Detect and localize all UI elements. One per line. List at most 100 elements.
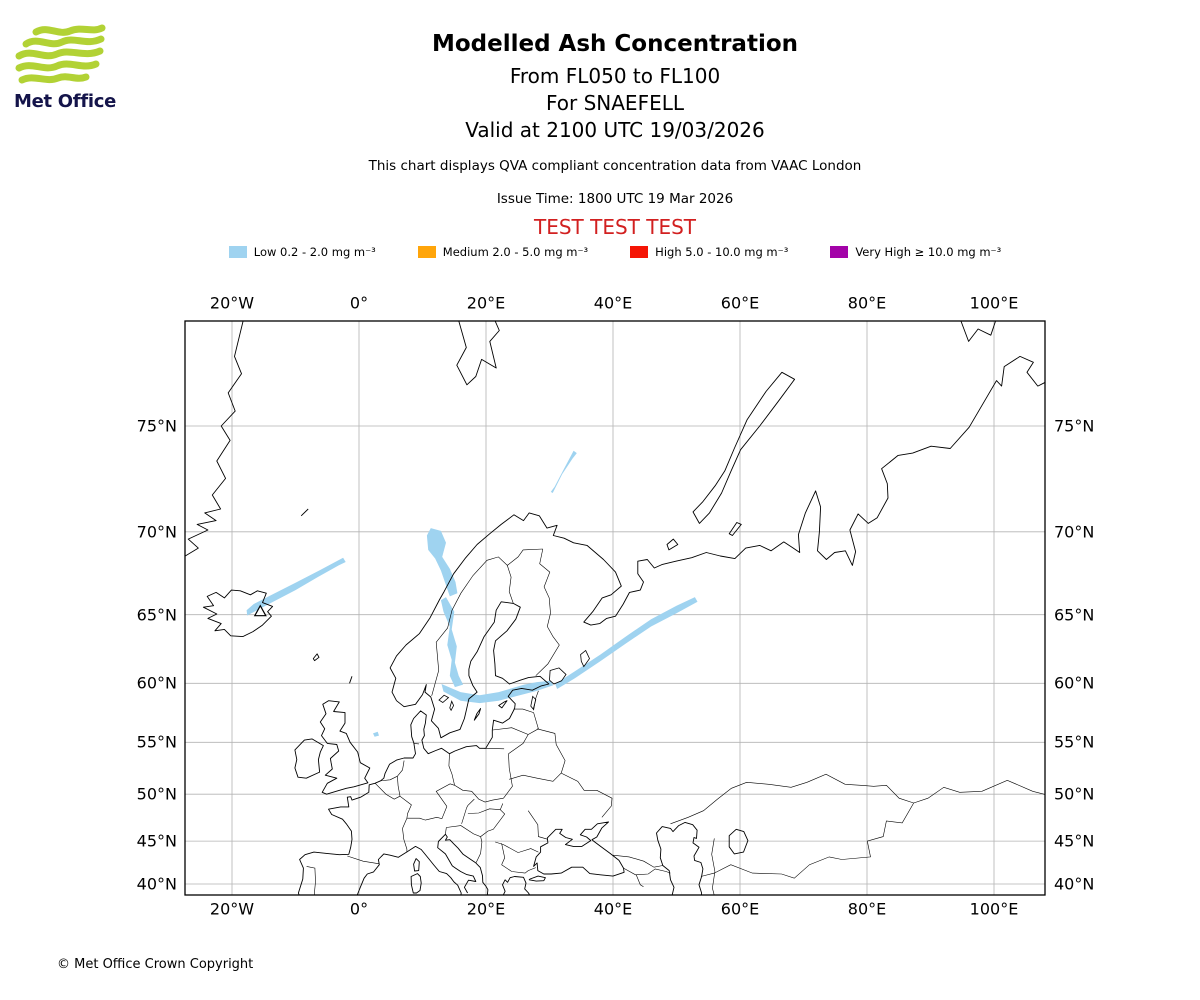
country-border [670, 773, 914, 825]
country-border [435, 783, 455, 807]
country-border [612, 854, 663, 868]
lat-label-right-7: 40°N [1054, 874, 1095, 894]
coastline [294, 738, 324, 779]
country-border [623, 867, 671, 876]
country-border [374, 783, 401, 800]
met-office-logo: Met Office [14, 24, 134, 112]
lon-label-bottom-2: 20°E [466, 899, 506, 919]
country-border [475, 836, 483, 863]
country-border [700, 802, 914, 879]
lat-label-left-6: 45°N [136, 831, 177, 851]
legend-swatch-medium [417, 246, 436, 258]
legend-item-medium: Medium 2.0 - 5.0 mg m⁻³ [417, 245, 589, 259]
coastline [185, 321, 244, 557]
map-background [178, 314, 1052, 902]
lon-label-top-3: 40°E [593, 293, 633, 313]
coastline [498, 700, 508, 709]
country-border [467, 808, 501, 814]
chart-title: Modelled Ash Concentration [431, 31, 799, 57]
legend-item-low: Low 0.2 - 2.0 mg m⁻³ [228, 245, 376, 259]
met-office-logo-text: Met Office [14, 91, 117, 112]
lat-label-right-6: 45°N [1054, 831, 1095, 851]
test-banner: TEST TEST TEST [533, 215, 696, 239]
issue-time: Issue Time: 1800 UTC 19 Mar 2026 [496, 191, 734, 207]
coastline [728, 828, 749, 855]
flight-level-range: From FL050 to FL100 [509, 64, 721, 88]
lat-label-right-0: 75°N [1054, 416, 1095, 436]
country-border [431, 548, 543, 696]
country-border [397, 760, 412, 819]
legend-swatch-low [228, 246, 247, 258]
coastline [437, 833, 489, 895]
country-border [347, 855, 380, 865]
lon-label-top-1: 0° [349, 293, 369, 313]
ash-plume-low [550, 450, 577, 493]
country-border [413, 743, 420, 745]
lake-outline [580, 649, 590, 668]
lat-label-right-1: 70°N [1054, 522, 1095, 542]
legend-item-high: High 5.0 - 10.0 mg m⁻³ [630, 245, 788, 259]
lon-label-bottom-5: 80°E [847, 899, 887, 919]
country-border [507, 565, 514, 604]
coastline [502, 876, 531, 895]
ash-plume-low [441, 680, 554, 704]
coastline [202, 589, 274, 638]
coastline [297, 601, 550, 895]
lon-label-top-6: 100°E [969, 293, 1019, 313]
coastline [656, 821, 704, 895]
coastline [728, 522, 742, 536]
volcano-marker [253, 604, 267, 617]
legend-label-low: Low 0.2 - 2.0 mg m⁻³ [253, 245, 376, 259]
ash-plume-low [426, 528, 458, 597]
country-border [635, 874, 644, 888]
ash-plumes-low [246, 450, 698, 737]
lake-outline [438, 694, 450, 703]
lat-label-right-2: 65°N [1054, 605, 1095, 625]
country-border [528, 712, 539, 735]
country-border [537, 728, 566, 774]
map-frame [184, 320, 1046, 896]
legend-label-very-high: Very High ≥ 10.0 mg m⁻³ [855, 245, 1002, 259]
met-office-wave-icon [15, 24, 106, 84]
country-border [913, 779, 1045, 804]
lon-label-top-5: 80°E [847, 293, 887, 313]
lat-label-left-3: 60°N [136, 673, 177, 693]
legend-label-high: High 5.0 - 10.0 mg m⁻³ [655, 245, 789, 259]
country-border [461, 807, 467, 824]
country-borders [306, 548, 1045, 895]
legend-label-medium: Medium 2.0 - 5.0 mg m⁻³ [442, 245, 589, 259]
coastline [349, 676, 353, 684]
lon-label-bottom-0: 20°W [209, 899, 255, 919]
coastline [410, 873, 422, 894]
country-border [503, 753, 513, 799]
country-border [448, 753, 455, 786]
country-border [501, 843, 506, 865]
ash-plume-low [246, 557, 346, 616]
lat-label-left-0: 75°N [136, 416, 177, 436]
map-canvas [178, 314, 1052, 902]
legend-swatch-high [630, 246, 649, 258]
ash-plume-low [373, 731, 379, 737]
country-border [495, 841, 539, 853]
country-border [445, 827, 447, 835]
coastline [456, 321, 500, 386]
coastline [356, 845, 462, 895]
valid-time-line: Valid at 2100 UTC 19/03/2026 [465, 118, 765, 142]
coastline [960, 321, 997, 342]
coastline [413, 858, 420, 872]
country-border [483, 748, 505, 750]
coastline [666, 538, 679, 551]
lon-label-top-2: 20°E [466, 293, 506, 313]
lake-outline [449, 700, 455, 712]
coastline [300, 508, 309, 517]
concentration-legend: Low 0.2 - 2.0 mg m⁻³ Medium 2.0 - 5.0 mg … [170, 243, 1060, 261]
lat-label-left-1: 70°N [136, 522, 177, 542]
copyright-text: © Met Office Crown Copyright [57, 957, 254, 972]
lat-label-left-4: 55°N [136, 732, 177, 752]
country-border [711, 838, 716, 895]
coastline [473, 708, 482, 721]
lat-label-left-7: 40°N [136, 874, 177, 894]
coastline [312, 653, 320, 662]
lat-label-left-5: 50°N [136, 784, 177, 804]
